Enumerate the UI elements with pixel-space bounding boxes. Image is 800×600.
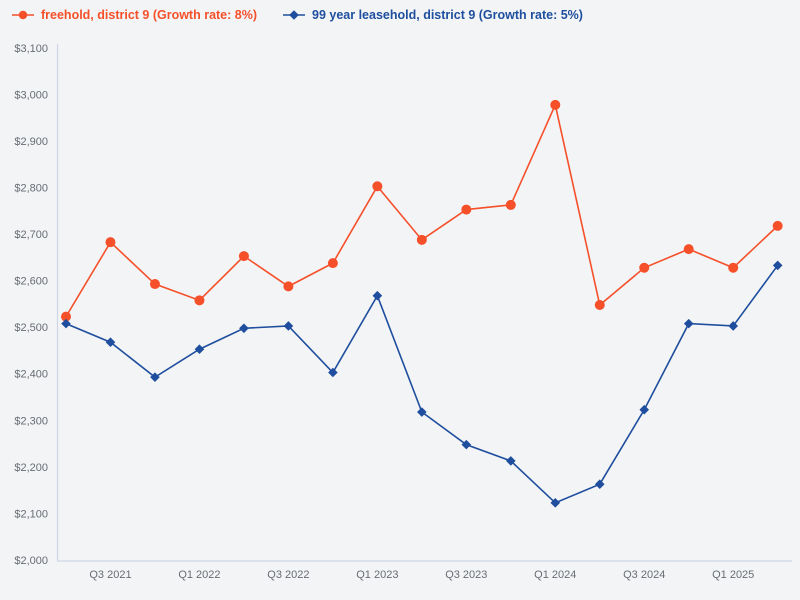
y-tick-label: $2,500: [14, 322, 48, 334]
data-point-diamond: [461, 439, 472, 450]
chart-legend: freehold, district 9 (Growth rate: 8%) 9…: [12, 8, 583, 22]
data-point-circle: [683, 244, 694, 255]
data-point-circle: [327, 258, 338, 269]
legend-item-leasehold[interactable]: 99 year leasehold, district 9 (Growth ra…: [283, 8, 583, 22]
y-tick-label: $2,700: [14, 229, 48, 241]
data-point-diamond: [239, 323, 249, 334]
legend-item-freehold[interactable]: freehold, district 9 (Growth rate: 8%): [12, 8, 257, 22]
data-point-diamond: [283, 321, 294, 331]
data-point-circle: [194, 295, 205, 306]
leasehold-series-marker-icon: [283, 10, 306, 20]
data-point-circle: [505, 199, 516, 210]
data-point-circle: [238, 251, 249, 262]
data-point-diamond: [150, 372, 160, 382]
data-point-circle: [283, 281, 294, 292]
x-tick-label: Q3 2021: [89, 569, 131, 581]
series-line: [65, 264, 779, 504]
x-tick-label: Q3 2023: [445, 569, 487, 581]
data-point-diamond: [328, 367, 338, 378]
y-tick-label: $2,100: [14, 508, 48, 520]
y-tick-label: $2,200: [14, 462, 48, 474]
x-tick-label: Q1 2025: [712, 569, 754, 581]
x-tick-label: Q1 2022: [178, 569, 220, 581]
y-tick-label: $2,800: [14, 183, 48, 195]
data-point-circle: [461, 204, 472, 215]
x-tick-label: Q3 2024: [623, 569, 665, 581]
y-tick-label: $2,300: [14, 415, 48, 427]
y-tick-label: $2,600: [14, 276, 48, 288]
data-point-circle: [372, 181, 383, 192]
legend-label-freehold: freehold, district 9 (Growth rate: 8%): [41, 8, 258, 22]
data-point-diamond: [594, 479, 605, 489]
data-point-diamond: [728, 321, 738, 331]
data-point-circle: [728, 262, 739, 273]
data-point-diamond: [550, 498, 561, 508]
data-point-circle: [416, 234, 427, 245]
data-point-diamond: [772, 260, 783, 271]
data-point-circle: [772, 220, 783, 231]
data-point-diamond: [417, 407, 427, 417]
y-tick-label: $2,000: [14, 555, 48, 567]
freehold-series-marker-icon: [12, 10, 34, 20]
x-tick-label: Q1 2023: [356, 569, 398, 581]
data-point-diamond: [194, 344, 205, 355]
series-line: [65, 102, 779, 318]
data-point-circle: [639, 262, 650, 273]
data-point-diamond: [61, 318, 71, 329]
data-point-circle: [550, 99, 561, 110]
data-point-circle: [61, 311, 71, 322]
data-point-circle: [105, 237, 116, 248]
data-point-diamond: [105, 337, 116, 348]
y-tick-label: $3,100: [14, 43, 48, 55]
data-point-circle: [594, 300, 605, 310]
data-point-circle: [149, 279, 160, 290]
data-point-diamond: [639, 404, 650, 415]
legend-label-leasehold: 99 year leasehold, district 9 (Growth ra…: [312, 8, 583, 22]
data-point-diamond: [683, 318, 694, 329]
x-tick-label: Q3 2022: [267, 569, 309, 581]
data-point-diamond: [372, 290, 383, 301]
y-tick-label: $2,400: [14, 369, 48, 381]
x-tick-label: Q1 2024: [534, 569, 576, 581]
data-point-diamond: [506, 456, 516, 466]
y-tick-label: $2,900: [14, 136, 48, 148]
y-tick-label: $3,000: [14, 89, 48, 101]
